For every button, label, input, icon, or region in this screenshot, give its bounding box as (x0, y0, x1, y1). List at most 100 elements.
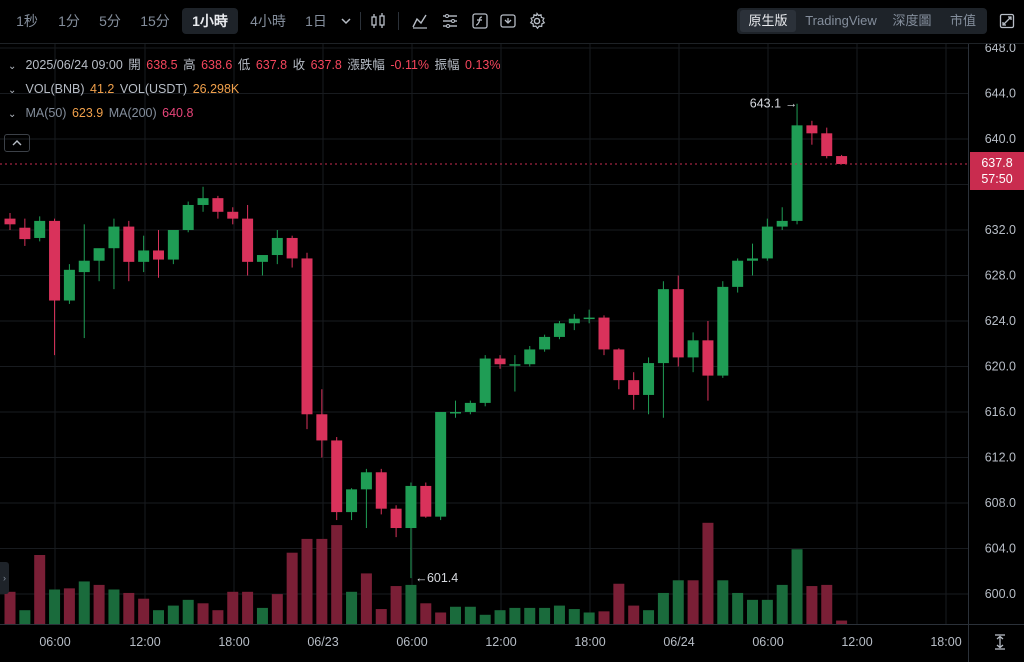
interval-1d[interactable]: 1日 (305, 13, 327, 29)
interval-1s[interactable]: 1秒 (16, 13, 38, 29)
candle-type-icon[interactable] (366, 9, 390, 33)
low-annotation-label: 601.4 (427, 571, 458, 585)
candle-body (539, 336, 551, 350)
candle-body (93, 248, 105, 261)
price-tick-label: 648.0 (985, 44, 1016, 55)
interval-5m[interactable]: 5分 (99, 13, 121, 29)
time-tick-label: 06/24 (663, 635, 694, 649)
view-tradingview[interactable]: TradingView (805, 13, 877, 28)
view-native[interactable]: 原生版 (740, 10, 796, 32)
ma50-value: 623.9 (71, 106, 104, 120)
open-label: 開 (128, 58, 141, 72)
candle-body (331, 440, 343, 513)
chevron-down-icon[interactable]: ⌄ (8, 61, 17, 72)
candle-body (583, 317, 595, 320)
volume-bar (702, 522, 714, 624)
collapse-legend-button[interactable] (4, 134, 30, 152)
volume-bar (256, 607, 268, 624)
ma50-label: MA(50) (25, 106, 67, 120)
view-depth[interactable]: 深度圖 (892, 13, 932, 28)
volume-bar (242, 591, 254, 624)
candle-countdown: 57:50 (981, 172, 1013, 186)
volume-bar (657, 592, 669, 624)
high-annotation: 643.1 → (750, 97, 798, 111)
time-tick-label: 06:00 (752, 635, 783, 649)
candle-body (747, 258, 758, 261)
chevron-down-icon[interactable]: ⌄ (8, 109, 17, 120)
last-price-value: 637.8 (981, 156, 1013, 170)
price-tick-label: 604.0 (985, 542, 1016, 556)
fullscreen-icon[interactable] (995, 9, 1019, 33)
candle-body (212, 198, 224, 212)
volume-bar (717, 580, 729, 624)
candle-datetime: 2025/06/24 09:00 (25, 58, 123, 72)
volume-bar (331, 525, 343, 624)
volume-bar (643, 610, 655, 624)
ma200-label: MA(200) (108, 106, 157, 120)
indicators-icon[interactable] (408, 9, 432, 33)
candle-body (167, 230, 179, 260)
low-value: 637.8 (255, 58, 288, 72)
price-tick-label: 632.0 (985, 223, 1016, 237)
view-market-cap[interactable]: 市值 (949, 13, 976, 28)
function-icon[interactable] (468, 9, 492, 33)
candle-body (657, 289, 669, 364)
candle-body (405, 485, 417, 529)
volume-bar (405, 584, 417, 624)
scale-reset-icon[interactable] (988, 630, 1012, 654)
volume-bar (494, 610, 506, 624)
candlestick-chart[interactable]: 648.0644.0640.0636.0632.0628.0624.0620.0… (0, 44, 1024, 662)
interval-1m[interactable]: 1分 (58, 13, 80, 29)
amplitude-value: 0.13% (465, 58, 501, 72)
toolbar-divider (398, 12, 399, 30)
time-tick-label: 18:00 (574, 635, 605, 649)
volume-bar (138, 598, 150, 624)
volume-bar (806, 586, 818, 624)
volume-bar (4, 591, 16, 624)
price-tick-label: 608.0 (985, 496, 1016, 510)
candle-body (271, 237, 283, 256)
open-value: 638.5 (146, 58, 178, 72)
drawing-toolbar-toggle[interactable]: › (0, 562, 9, 594)
amplitude-label: 振幅 (434, 58, 460, 72)
price-tick-label: 624.0 (985, 314, 1016, 328)
volume-bar (197, 603, 209, 624)
volume-bar (212, 610, 224, 624)
volume-bar (435, 612, 447, 624)
volume-bar (836, 620, 848, 624)
interval-4h[interactable]: 4小時 (250, 13, 286, 29)
volume-bar (776, 584, 788, 624)
candle-body (19, 227, 31, 240)
candles (4, 103, 848, 579)
volume-bar (479, 614, 491, 624)
price-tick-label: 616.0 (985, 405, 1016, 419)
candle-body (346, 489, 358, 513)
volume-bar (34, 555, 46, 624)
candle-body (197, 198, 209, 205)
volume-bar (227, 591, 239, 624)
volume-bar (687, 580, 699, 624)
volume-bar (375, 609, 387, 624)
candle-body (568, 318, 580, 324)
interval-15m[interactable]: 15分 (140, 13, 170, 29)
arrow-right-icon: → (785, 97, 798, 111)
high-value: 638.6 (201, 58, 233, 72)
volume-bar (628, 605, 640, 624)
chart-template-icon[interactable] (496, 9, 520, 33)
chevron-down-icon[interactable]: ⌄ (8, 85, 17, 96)
ma-legend: ⌄ MA(50) 623.9 MA(200) 640.8 (8, 104, 195, 122)
chevron-down-icon[interactable] (334, 9, 358, 33)
candle-body (316, 414, 328, 441)
gear-icon[interactable] (525, 9, 549, 33)
candle-body (390, 508, 402, 529)
candle-body (553, 323, 565, 337)
chevron-right-icon: › (3, 573, 6, 583)
volume-bar (316, 538, 328, 624)
interval-1h[interactable]: 1小時 (182, 8, 238, 34)
candle-body (153, 250, 164, 260)
candle-body (360, 472, 372, 490)
settings-list-icon[interactable] (438, 9, 462, 33)
candle-body (761, 226, 773, 259)
candle-body (791, 125, 803, 221)
volume-bar (821, 584, 833, 624)
